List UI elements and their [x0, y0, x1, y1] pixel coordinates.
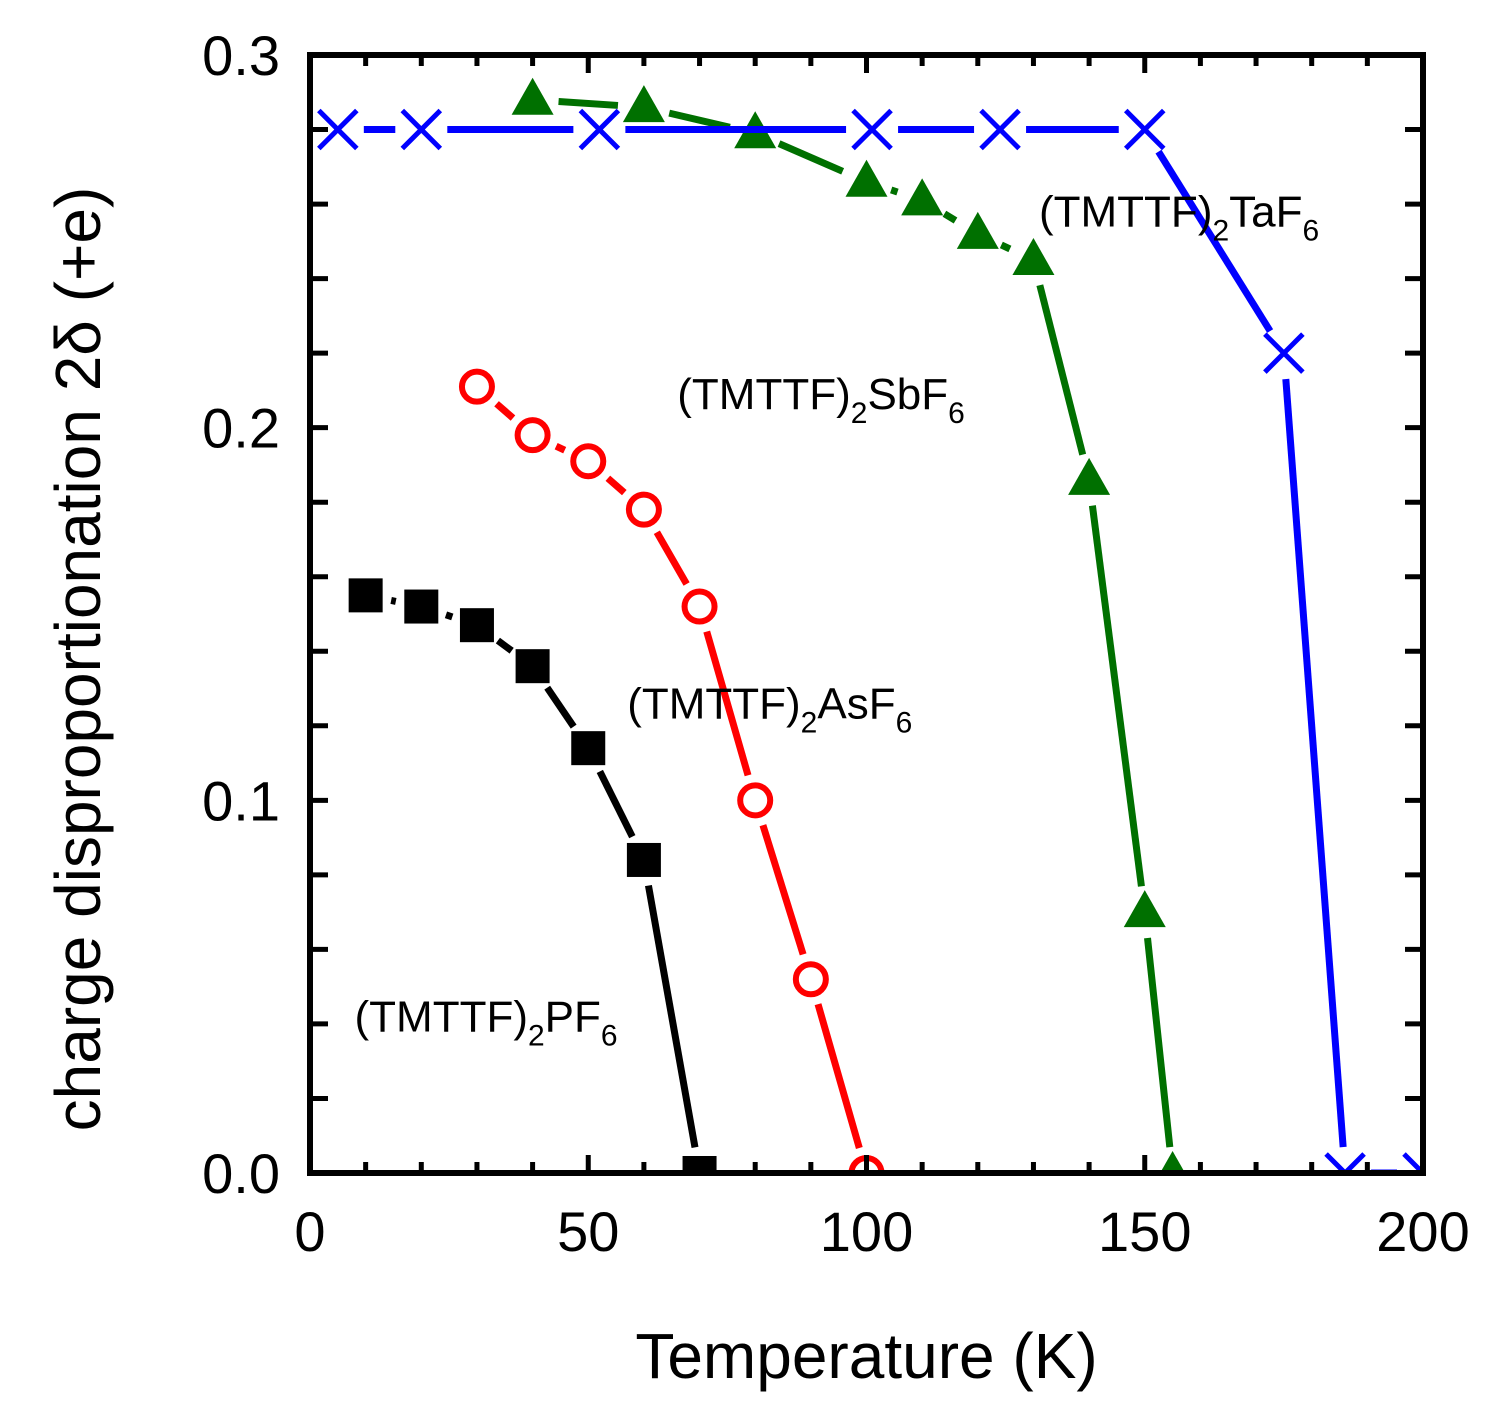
taf6-point-8 — [1402, 1152, 1423, 1173]
y-tick-label-3: 0.3 — [202, 24, 280, 87]
pf6-segment-1 — [444, 611, 454, 621]
series-label-main: (TMTTF) — [627, 679, 800, 728]
series-pf6 — [348, 578, 717, 1173]
sbf6-segment-8 — [1144, 937, 1174, 1148]
y-axis-title: charge disproportionation 2δ (+e) — [42, 187, 114, 1132]
x-axis-title: Temperature (K) — [635, 1320, 1097, 1392]
pf6-point-2 — [459, 608, 494, 643]
series-sbf6 — [511, 77, 1186, 1173]
series-label-sub1: 2 — [801, 706, 818, 739]
pf6-segment-4 — [596, 769, 636, 839]
taf6-point-6 — [1263, 332, 1305, 374]
asf6-segment-2 — [605, 475, 627, 496]
asf6-point-3 — [625, 491, 662, 528]
sbf6-point-8 — [1123, 890, 1166, 928]
x-tick-label-3: 150 — [1098, 1200, 1191, 1263]
sbf6-point-7 — [1068, 457, 1111, 495]
series-taf6 — [317, 108, 1423, 1173]
asf6-segment-0 — [494, 401, 516, 421]
sbf6-segment-4 — [942, 210, 958, 224]
sbf6-point-0 — [511, 77, 554, 115]
taf6-point-7 — [1324, 1152, 1366, 1173]
asf6-point-4 — [681, 588, 718, 625]
axis-ticks — [307, 55, 1426, 1173]
y-tick-label-0: 0.0 — [202, 1142, 280, 1205]
series-asf6 — [458, 368, 885, 1173]
pf6-segment-0 — [390, 597, 397, 605]
series-label-anion: AsF — [817, 679, 895, 728]
asf6-point-6 — [792, 961, 829, 998]
pf6-segment-5 — [645, 884, 699, 1149]
asf6-point-1 — [514, 417, 551, 454]
sbf6-point-3 — [845, 159, 888, 197]
pf6-segment-2 — [495, 637, 514, 654]
series-label-sub1: 2 — [1212, 214, 1229, 247]
sbf6-point-4 — [901, 178, 944, 216]
series-label-sub1: 2 — [528, 1019, 545, 1052]
asf6-segment-5 — [759, 824, 807, 956]
taf6-segment-6 — [1282, 378, 1347, 1148]
series-label-main: (TMTTF) — [677, 370, 850, 419]
y-tick-label-1: 0.1 — [202, 769, 280, 832]
asf6-segment-3 — [653, 530, 690, 586]
sbf6-segment-1 — [668, 109, 731, 131]
series-label-sub1: 2 — [851, 397, 868, 430]
series-label-pf6: (TMTTF)2PF6 — [355, 992, 618, 1052]
x-tick-label-0: 0 — [294, 1200, 325, 1263]
series-label-anion: PF — [545, 992, 601, 1041]
asf6-point-2 — [570, 443, 607, 480]
pf6-point-5 — [626, 842, 661, 877]
sbf6-segment-2 — [777, 140, 845, 175]
series-label-anion: SbF — [867, 370, 948, 419]
pf6-point-0 — [348, 578, 383, 613]
sbf6-segment-7 — [1088, 505, 1145, 887]
pf6-point-1 — [404, 589, 439, 624]
axis-tick-labels: 0 50 100 150 200 0.0 0.1 0.2 0.3 — [202, 24, 1470, 1263]
pf6-point-3 — [515, 649, 550, 684]
taf6-point-2 — [578, 108, 621, 151]
taf6-segment-5 — [1155, 149, 1274, 333]
series-label-sub2: 6 — [1303, 214, 1320, 247]
series-layer — [317, 77, 1423, 1173]
series-labels: (TMTTF)2PF6(TMTTF)2AsF6(TMTTF)2SbF6(TMTT… — [355, 187, 1320, 1052]
x-tick-label-1: 50 — [557, 1200, 619, 1263]
x-tick-label-4: 200 — [1376, 1200, 1469, 1263]
taf6-point-4 — [979, 108, 1021, 151]
sbf6-segment-5 — [999, 241, 1012, 253]
taf6-point-0 — [317, 108, 359, 151]
pf6-point-4 — [571, 731, 606, 766]
taf6-point-3 — [851, 108, 893, 151]
sbf6-point-1 — [622, 85, 665, 123]
sbf6-point-5 — [956, 211, 999, 249]
sbf6-segment-0 — [558, 97, 619, 109]
series-label-anion: TaF — [1229, 187, 1302, 236]
taf6-point-5 — [1123, 108, 1166, 151]
asf6-segment-1 — [554, 442, 567, 454]
series-label-sbf6: (TMTTF)2SbF6 — [677, 370, 965, 430]
sbf6-point-9 — [1160, 1151, 1186, 1173]
taf6-point-1 — [400, 108, 443, 151]
x-tick-label-2: 100 — [820, 1200, 913, 1263]
y-tick-label-2: 0.2 — [202, 397, 280, 460]
series-label-sub2: 6 — [948, 397, 965, 430]
series-label-main: (TMTTF) — [355, 992, 528, 1041]
series-label-sub2: 6 — [601, 1019, 618, 1052]
series-label-sub2: 6 — [896, 706, 913, 739]
series-label-taf6: (TMTTF)2TaF6 — [1039, 187, 1319, 247]
pf6-segment-3 — [544, 685, 577, 729]
asf6-segment-6 — [814, 1003, 863, 1149]
sbf6-segment-3 — [890, 186, 899, 196]
asf6-point-0 — [458, 368, 495, 405]
asf6-point-5 — [737, 782, 774, 819]
sbf6-point-6 — [1012, 237, 1055, 275]
series-label-main: (TMTTF) — [1039, 187, 1212, 236]
series-label-asf6: (TMTTF)2AsF6 — [627, 679, 912, 739]
sbf6-segment-6 — [1036, 284, 1087, 456]
asf6-segment-4 — [703, 630, 752, 777]
